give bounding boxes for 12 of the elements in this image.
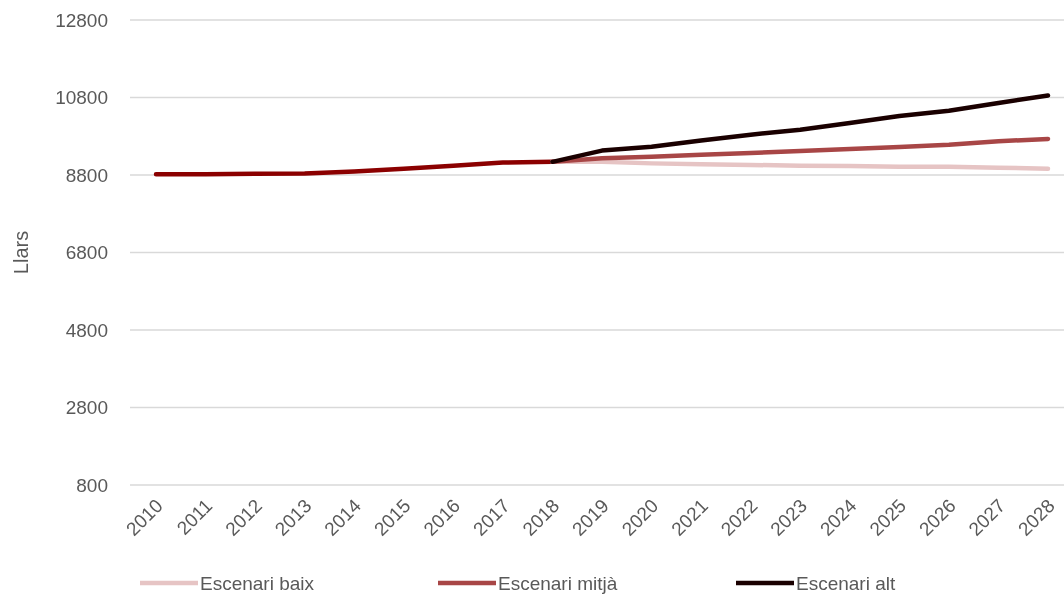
legend-label: Escenari baix [200,573,315,594]
y-tick-label: 800 [76,474,108,496]
y-tick-label: 2800 [65,397,108,419]
line-series [550,93,1051,165]
y-tick-label: 6800 [65,242,108,264]
y-axis-title: Llars [10,230,32,275]
y-tick-label: 10800 [55,87,108,109]
legend-label: Escenari alt [796,573,896,594]
legend-label: Escenari mitjà [498,573,618,594]
y-tick-label: 8800 [65,164,108,186]
y-tick-label: 12800 [55,9,108,31]
y-tick-label: 4800 [65,319,108,341]
